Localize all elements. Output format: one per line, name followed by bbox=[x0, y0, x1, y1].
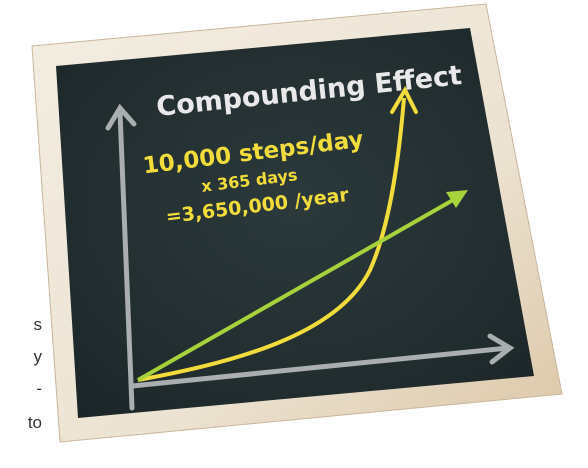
text-fragment: - bbox=[36, 379, 42, 398]
screenshot: s y - to Compounding Effect 10,000 steps… bbox=[0, 0, 588, 468]
text-fragment: to bbox=[28, 413, 42, 432]
text-fragment: s bbox=[34, 315, 43, 334]
chalkboard: Compounding Effect 10,000 steps/day x 36… bbox=[32, 4, 562, 442]
text-fragment: y bbox=[34, 347, 43, 366]
